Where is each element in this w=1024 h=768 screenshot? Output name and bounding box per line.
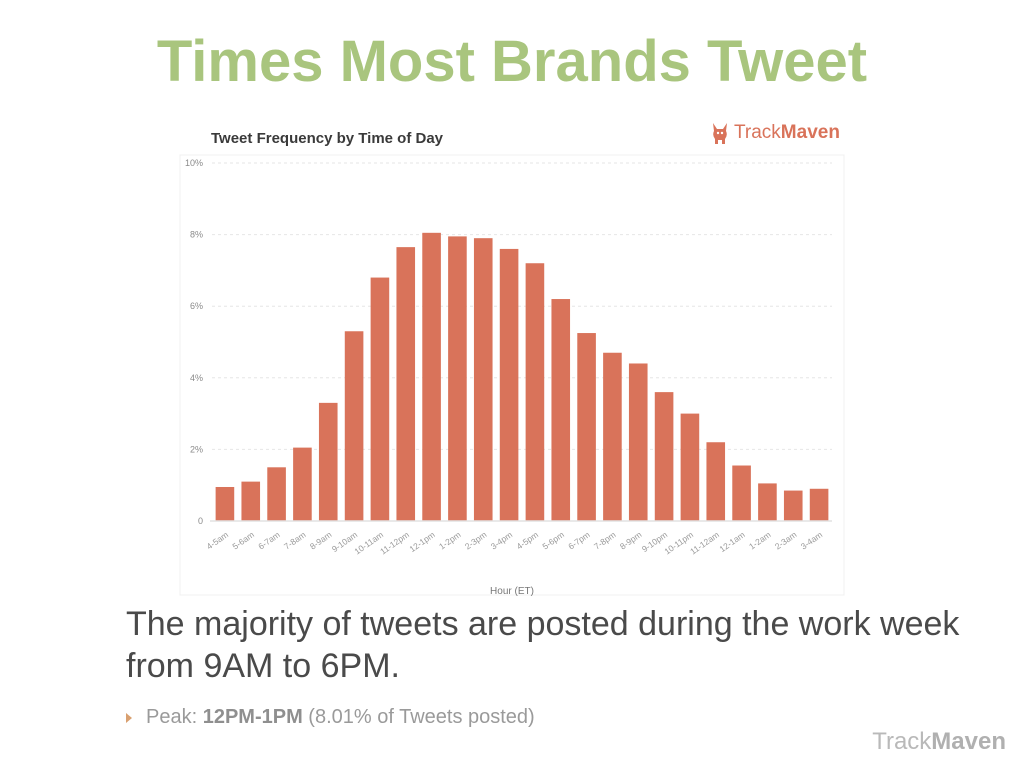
bullet-highlight: 12PM-1PM xyxy=(202,706,303,728)
logo-text-maven: Maven xyxy=(780,122,840,143)
bar xyxy=(680,413,700,521)
bar xyxy=(706,442,726,521)
bar xyxy=(241,481,261,521)
bar xyxy=(732,465,751,521)
chart-title: Tweet Frequency by Time of Day xyxy=(211,130,444,147)
bar xyxy=(809,488,829,521)
bar xyxy=(267,467,286,521)
summary-text: The majority of tweets are posted during… xyxy=(126,605,960,685)
footer-brand: TrackMaven xyxy=(872,728,1006,756)
bar xyxy=(628,363,648,521)
y-tick-labels: 0 2% 4% 6% 8% 10% xyxy=(185,158,203,526)
bar xyxy=(654,392,674,521)
bullet-arrow-icon xyxy=(126,712,132,723)
bar xyxy=(783,490,803,521)
footer-brand-track: Track xyxy=(872,728,932,755)
bar xyxy=(215,486,235,521)
y-tick-label: 0 xyxy=(198,516,203,526)
bar xyxy=(525,263,545,521)
bar xyxy=(396,247,416,521)
bar xyxy=(551,299,571,521)
bar xyxy=(293,447,312,521)
bar xyxy=(577,333,596,521)
bar xyxy=(758,483,777,521)
peak-bullet: Peak: 12PM-1PM (8.01% of Tweets posted) xyxy=(126,706,535,729)
bar xyxy=(318,402,338,521)
trackmaven-logo: Track Maven xyxy=(710,119,840,147)
y-tick-label: 8% xyxy=(190,230,203,240)
logo-text-track: Track xyxy=(734,122,781,143)
bar xyxy=(603,352,622,521)
grid-lines xyxy=(212,162,832,450)
bullet-suffix: (8.01% of Tweets posted) xyxy=(302,706,535,728)
bar xyxy=(370,277,390,521)
bar xyxy=(344,331,364,521)
bar xyxy=(448,236,467,521)
bar xyxy=(422,232,441,521)
bar xyxy=(499,248,519,522)
slide-title: Times Most Brands Tweet xyxy=(156,29,868,94)
y-tick-label: 4% xyxy=(190,373,203,383)
x-axis-label: Hour (ET) xyxy=(490,586,534,597)
bars xyxy=(215,232,829,522)
y-tick-label: 2% xyxy=(190,444,203,454)
bar xyxy=(473,238,493,521)
y-tick-label: 6% xyxy=(190,301,203,311)
chart-container: Tweet Frequency by Time of Day 0 2% 4% 6% 8%… xyxy=(179,119,845,597)
bar-chart: Tweet Frequency by Time of Day 0 2% 4% 6% 8%… xyxy=(179,130,845,597)
y-tick-label: 10% xyxy=(185,158,203,168)
corgi-dog-icon xyxy=(713,123,727,144)
footer-brand-maven: Maven xyxy=(931,728,1006,755)
bullet-prefix: Peak: xyxy=(146,706,203,728)
